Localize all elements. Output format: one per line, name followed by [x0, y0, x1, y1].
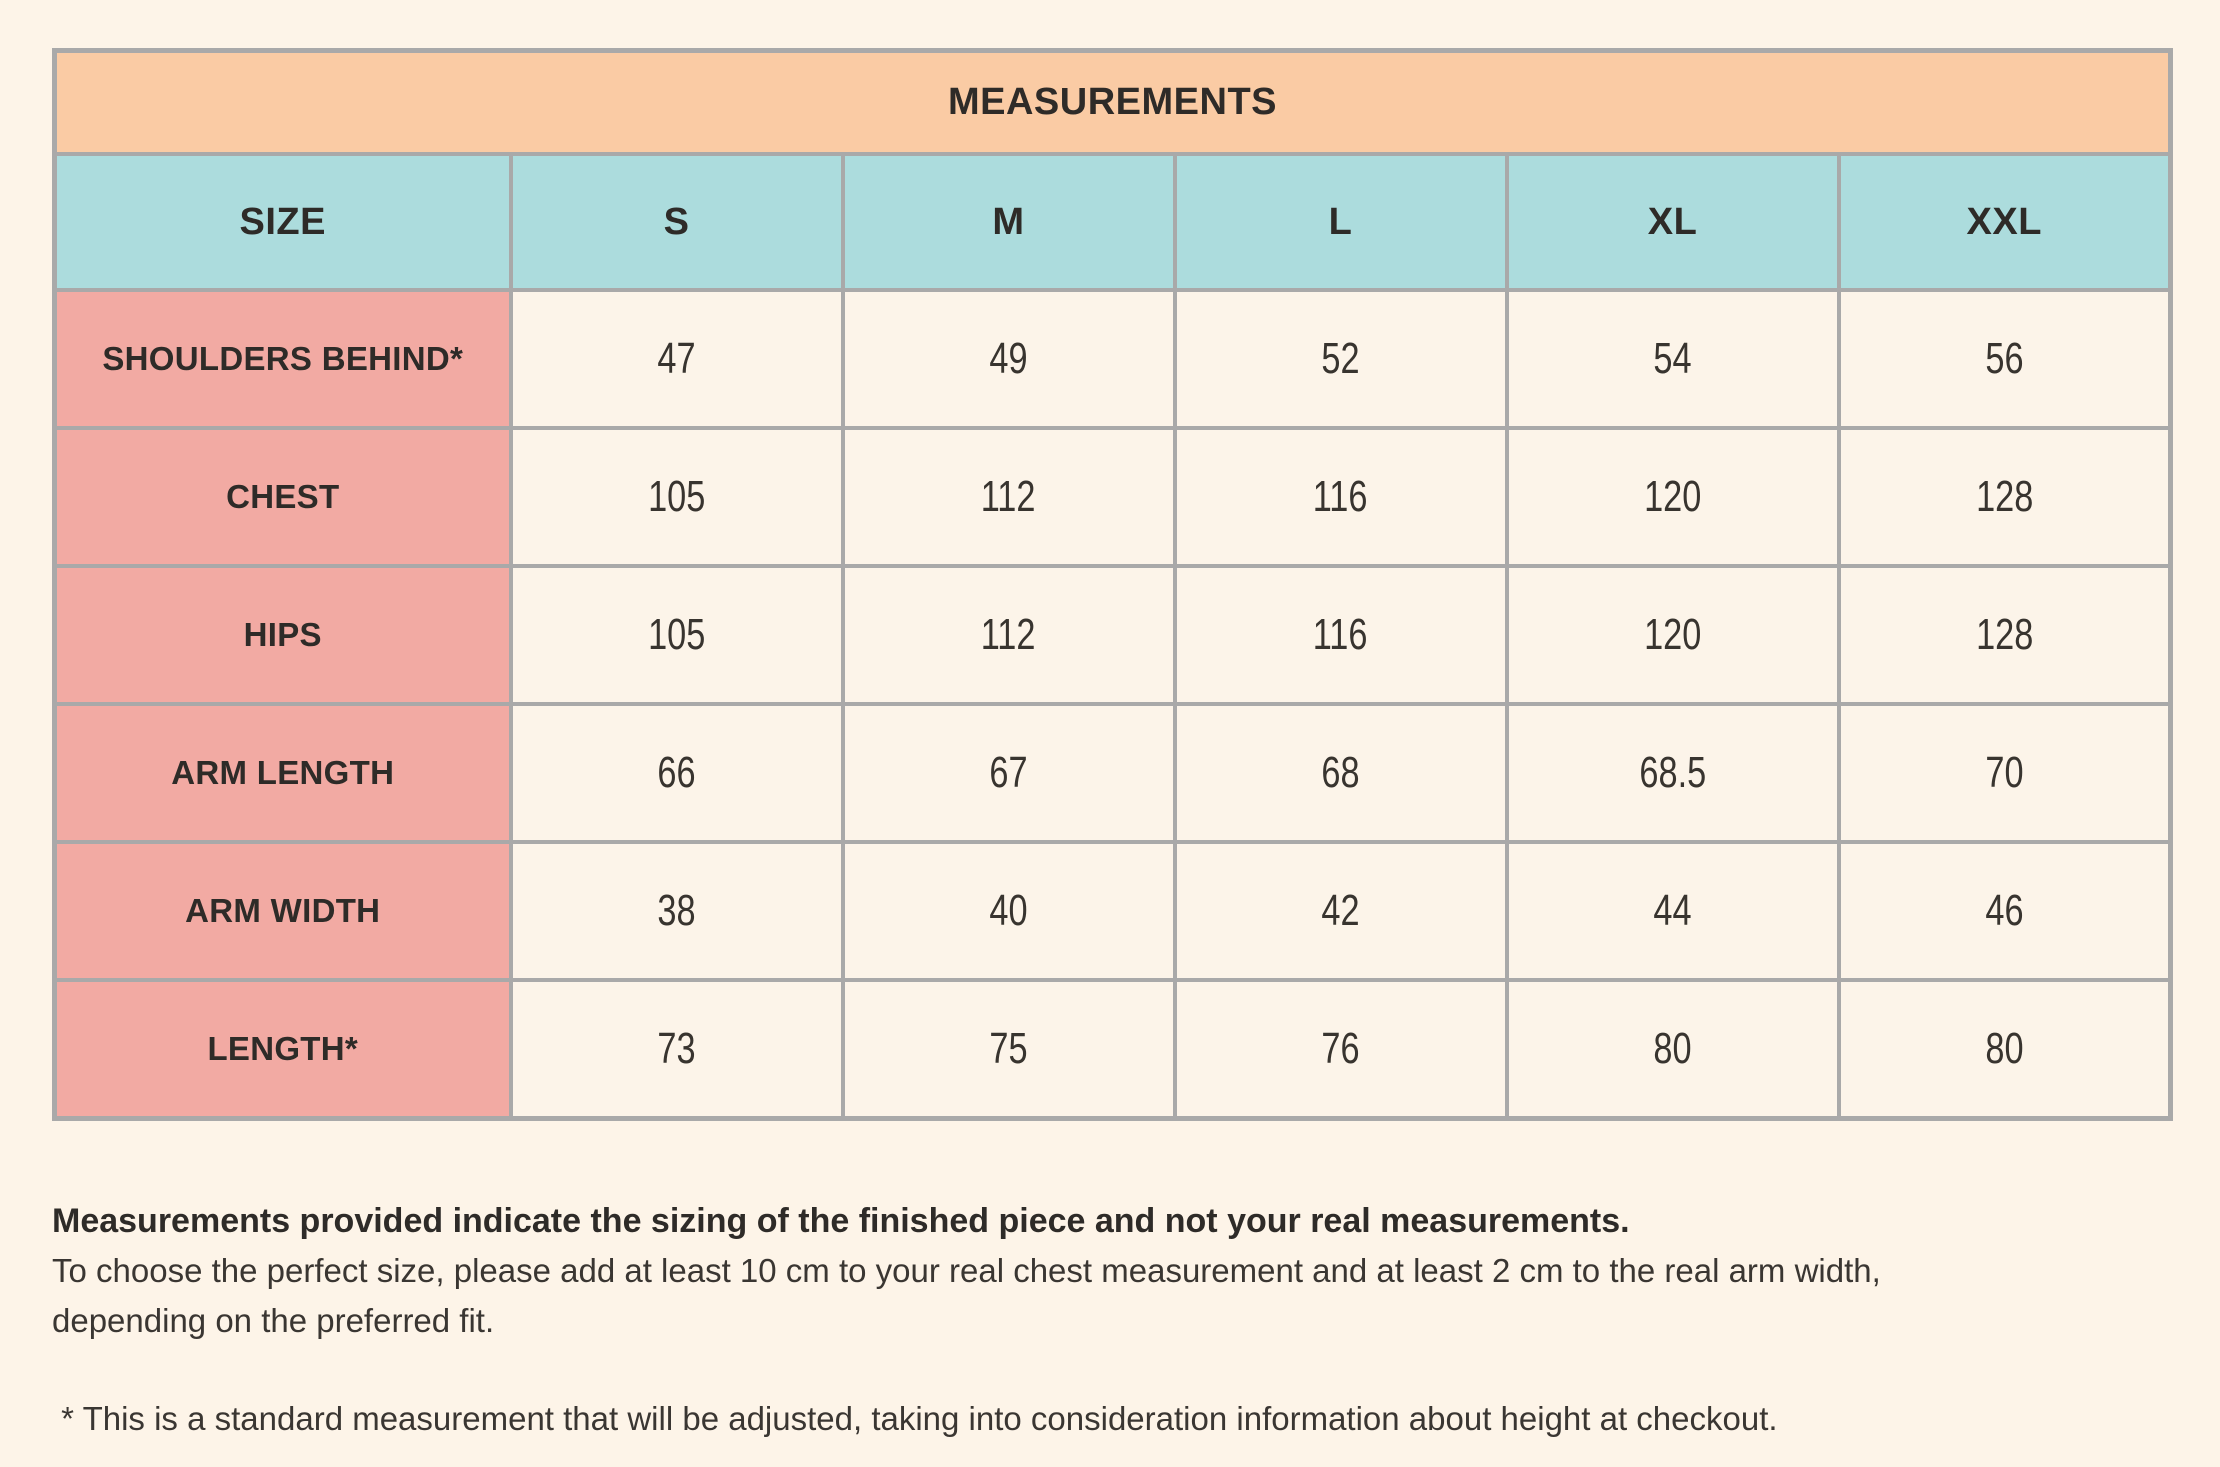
measurement-value: 68 [1321, 748, 1360, 797]
measurement-value: 70 [1985, 748, 2024, 797]
column-header-s: S [508, 152, 845, 292]
table-title: MEASUREMENTS [52, 48, 2173, 156]
table-row-arm-length: ARM LENGTH 66 67 68 68.5 70 [52, 702, 2173, 844]
measurement-cell: 112 [840, 564, 1177, 706]
measurement-cell: 73 [508, 978, 845, 1121]
measurement-cell: 68.5 [1504, 702, 1841, 844]
table-row-chest: CHEST 105 112 116 120 128 [52, 426, 2173, 568]
measurement-value: 47 [657, 334, 696, 383]
measurement-cell: 46 [1836, 840, 2173, 982]
column-header-xl: XL [1504, 152, 1841, 292]
column-header-xxl: XXL [1836, 152, 2173, 292]
measurement-cell: 80 [1836, 978, 2173, 1121]
row-label-shoulders: SHOULDERS BEHIND* [52, 288, 513, 430]
measurement-value: 46 [1985, 886, 2024, 935]
row-label-chest: CHEST [52, 426, 513, 568]
measurement-cell: 76 [1172, 978, 1509, 1121]
table-row-hips: HIPS 105 112 116 120 128 [52, 564, 2173, 706]
measurement-cell: 80 [1504, 978, 1841, 1121]
measurement-value: 116 [1313, 610, 1368, 659]
measurement-cell: 38 [508, 840, 845, 982]
measurement-value: 73 [657, 1024, 696, 1073]
measurement-value: 116 [1313, 472, 1368, 521]
row-label-length: LENGTH* [52, 978, 513, 1121]
measurement-cell: 54 [1504, 288, 1841, 430]
column-header-m: M [840, 152, 1177, 292]
row-label-hips: HIPS [52, 564, 513, 706]
measurement-cell: 105 [508, 564, 845, 706]
measurement-value: 128 [1975, 472, 2033, 521]
measurement-value: 67 [989, 748, 1028, 797]
measurement-value: 112 [981, 610, 1036, 659]
measurement-cell: 120 [1504, 564, 1841, 706]
measurement-cell: 116 [1172, 564, 1509, 706]
measurements-table: MEASUREMENTS SIZE S M L XL XXL SHOULDERS… [52, 48, 2173, 1121]
measurement-cell: 70 [1836, 702, 2173, 844]
measurement-value: 112 [981, 472, 1036, 521]
measurement-value: 120 [1643, 472, 1702, 521]
measurement-cell: 56 [1836, 288, 2173, 430]
measurement-value: 128 [1975, 610, 2033, 659]
measurement-cell: 44 [1504, 840, 1841, 982]
table-row-arm-width: ARM WIDTH 38 40 42 44 46 [52, 840, 2173, 982]
measurement-cell: 68 [1172, 702, 1509, 844]
column-header-l: L [1172, 152, 1509, 292]
measurement-cell: 47 [508, 288, 845, 430]
measurement-value: 52 [1321, 334, 1360, 383]
measurement-value: 80 [1985, 1024, 2024, 1073]
measurement-cell: 128 [1836, 426, 2173, 568]
measurement-value: 66 [657, 748, 696, 797]
measurement-cell: 52 [1172, 288, 1509, 430]
header-row: SIZE S M L XL XXL [52, 152, 2173, 292]
measurement-cell: 42 [1172, 840, 1509, 982]
measurement-value: 68.5 [1639, 748, 1706, 797]
row-label-arm-width: ARM WIDTH [52, 840, 513, 982]
measurement-value: 105 [647, 610, 706, 659]
measurement-value: 76 [1321, 1024, 1360, 1073]
measurement-value: 38 [657, 886, 696, 935]
measurement-value: 44 [1653, 886, 1692, 935]
note-heading: Measurements provided indicate the sizin… [52, 1202, 1630, 1240]
measurement-cell: 112 [840, 426, 1177, 568]
measurement-cell: 120 [1504, 426, 1841, 568]
measurement-cell: 75 [840, 978, 1177, 1121]
measurement-cell: 66 [508, 702, 845, 844]
table-row-shoulders: SHOULDERS BEHIND* 47 49 52 54 56 [52, 288, 2173, 430]
measurement-value: 56 [1985, 334, 2024, 383]
measurement-value: 42 [1321, 886, 1360, 935]
measurement-value: 80 [1653, 1024, 1692, 1073]
measurement-cell: 116 [1172, 426, 1509, 568]
measurement-value: 120 [1643, 610, 1702, 659]
table-row-length: LENGTH* 73 75 76 80 80 [52, 978, 2173, 1121]
title-row: MEASUREMENTS [52, 48, 2173, 156]
measurement-cell: 67 [840, 702, 1177, 844]
measurement-value: 49 [989, 334, 1028, 383]
measurement-value: 75 [989, 1024, 1028, 1073]
note-asterisk: * This is a standard measurement that wi… [52, 1400, 1778, 1437]
row-label-arm-length: ARM LENGTH [52, 702, 513, 844]
notes-section: Measurements provided indicate the sizin… [52, 1196, 2187, 1444]
measurement-cell: 40 [840, 840, 1177, 982]
size-chart: MEASUREMENTS SIZE S M L XL XXL SHOULDERS… [52, 48, 2173, 1121]
measurement-cell: 105 [508, 426, 845, 568]
measurement-cell: 128 [1836, 564, 2173, 706]
note-body: To choose the perfect size, please add a… [52, 1252, 1881, 1339]
column-header-size: SIZE [52, 152, 513, 292]
measurement-cell: 49 [840, 288, 1177, 430]
measurement-value: 105 [647, 472, 706, 521]
measurement-value: 40 [989, 886, 1028, 935]
measurement-value: 54 [1653, 334, 1692, 383]
